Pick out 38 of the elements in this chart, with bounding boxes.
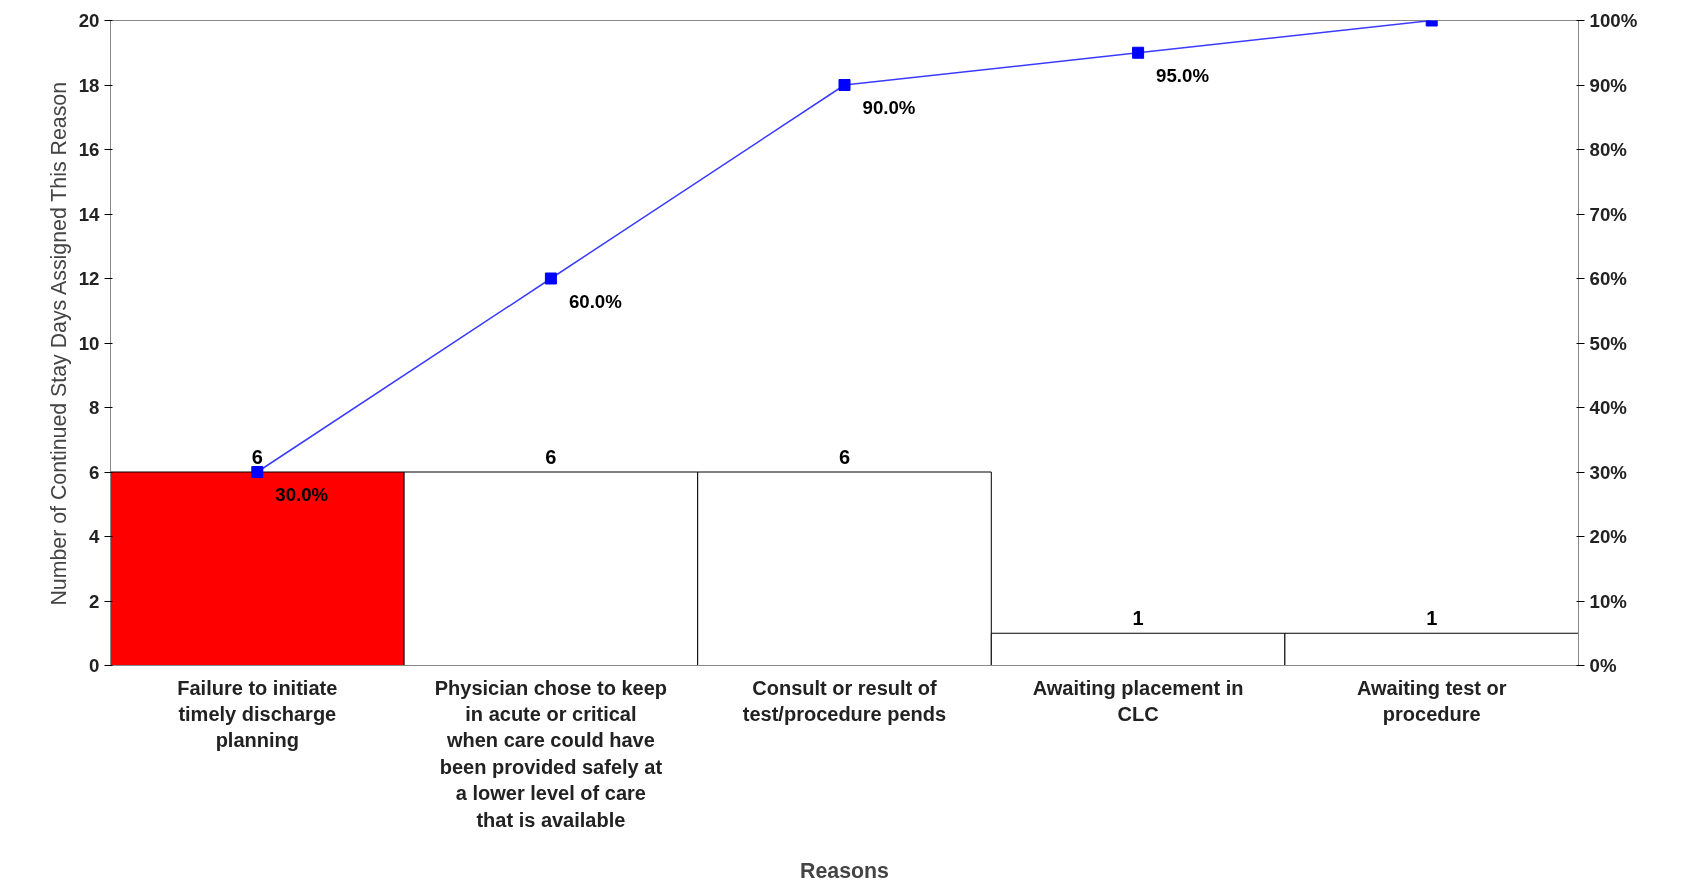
y2-tick-label: 60% — [1589, 268, 1628, 289]
y-tick-label: 14 — [78, 203, 101, 225]
y-tick-label: 16 — [78, 139, 100, 160]
data-label: 60.0% — [568, 290, 623, 312]
data-label: 95.0% — [1156, 64, 1210, 86]
data-label: 90.0% — [862, 97, 916, 118]
y2-tick-label: 10% — [1589, 590, 1628, 612]
y-tick-label: 10 — [78, 332, 100, 354]
x-tick-label: Awaiting test or procedure — [1356, 676, 1507, 725]
data-label: 1 — [1426, 607, 1438, 630]
data-label: 6 — [545, 446, 557, 468]
y2-tick-label: 100% — [1589, 10, 1638, 31]
x-axis-title: Reasons — [800, 858, 889, 883]
y-tick-label: 0 — [89, 655, 100, 676]
y-tick-label: 4 — [89, 526, 101, 547]
data-label: 6 — [838, 446, 851, 468]
x-tick-label: Physician chose to keep in acute or critical when care could have been provided safely at a lower level of care that is available — [434, 676, 668, 831]
y-tick-label: 2 — [89, 590, 100, 612]
y2-tick-label: 40% — [1589, 397, 1628, 418]
x-tick-label: Failure to initiate timely discharge planning — [177, 676, 338, 752]
y-tick-label: 6 — [89, 461, 100, 483]
data-label: 1 — [1132, 607, 1144, 630]
y-tick-label: 12 — [78, 268, 100, 289]
y2-tick-label: 70% — [1589, 203, 1628, 225]
y2-tick-label: 80% — [1589, 139, 1628, 160]
y2-tick-label: 50% — [1589, 332, 1628, 354]
y-axis-title: Number of Continued Stay Days Assigned This Reason — [46, 81, 71, 606]
y2-tick-label: 20% — [1589, 526, 1628, 547]
data-label: 30.0% — [275, 484, 329, 505]
data-label: 6 — [251, 446, 263, 468]
y2-tick-label: 0% — [1589, 655, 1617, 676]
y2-tick-label: 30% — [1589, 461, 1628, 483]
x-tick-label: Consult or result of test/procedure pends — [742, 676, 947, 725]
y2-tick-label: 90% — [1589, 74, 1628, 96]
y-tick-label: 8 — [89, 397, 100, 418]
y-tick-label: 18 — [78, 74, 100, 96]
y-tick-label: 20 — [78, 10, 100, 31]
x-tick-label: Awaiting placement in CLC — [1032, 676, 1244, 725]
